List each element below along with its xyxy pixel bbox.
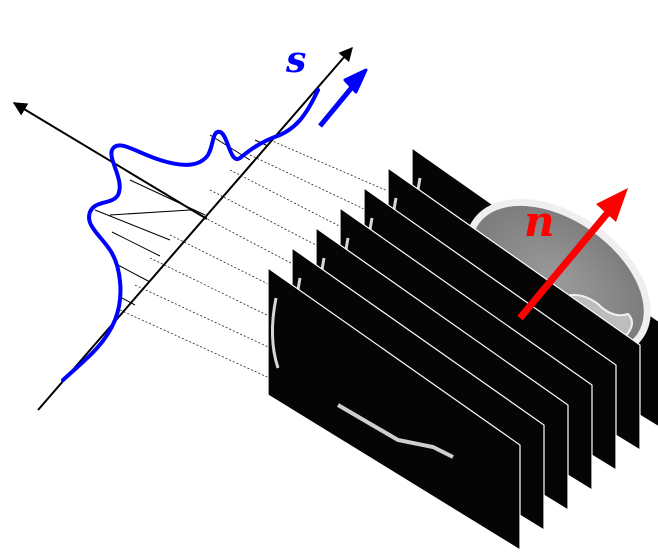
normal-arrow <box>517 207 613 321</box>
projection-line <box>209 189 367 272</box>
projection-line <box>134 284 295 360</box>
projection-line <box>119 309 277 382</box>
s-arrow-head <box>343 68 368 94</box>
normal-arrow-head <box>596 188 628 222</box>
s-axis <box>37 46 353 411</box>
ct-slice <box>267 266 521 552</box>
label-s: s <box>285 39 306 81</box>
intensity-profile-curve <box>61 88 320 382</box>
ct-slice-stack <box>267 146 658 552</box>
value-axis <box>12 102 208 220</box>
label-n: n <box>524 197 555 246</box>
